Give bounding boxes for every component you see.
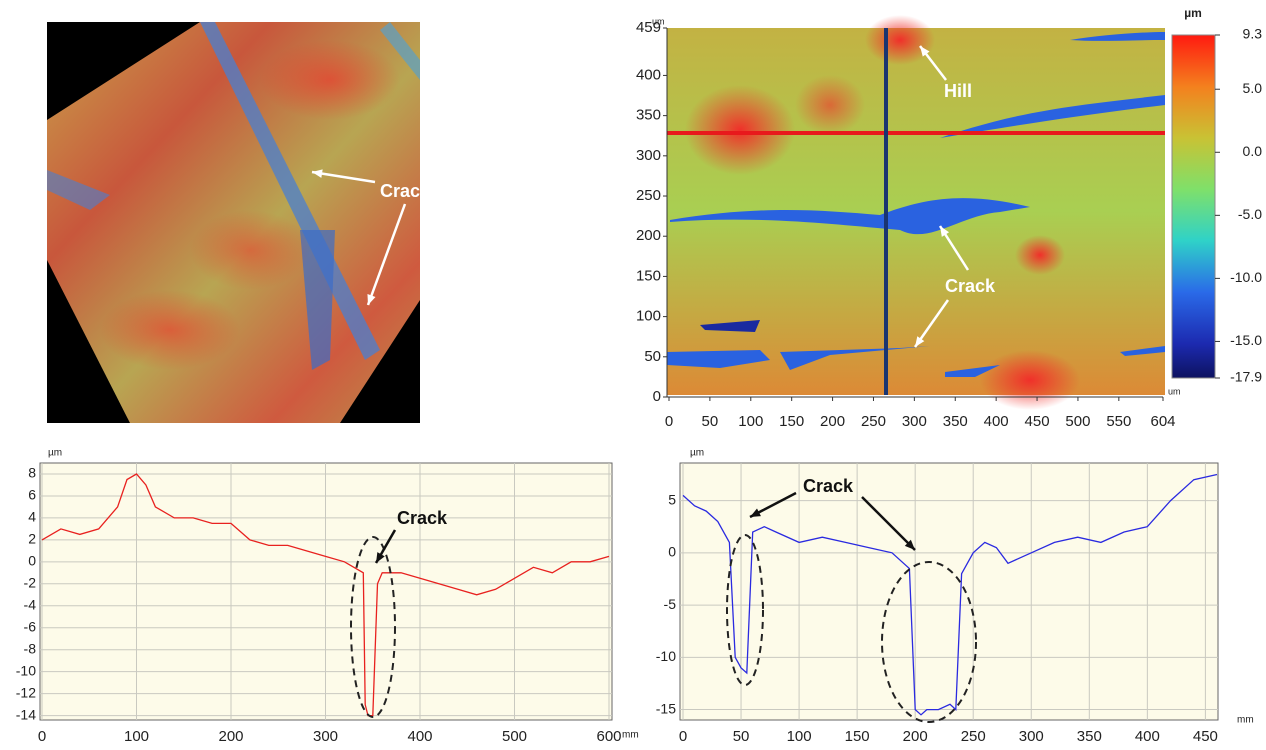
y-tick-label: 8 bbox=[28, 465, 36, 481]
x-tick-label: 100 bbox=[124, 728, 149, 745]
x-tick-label: 500 bbox=[502, 728, 527, 745]
colorbar-tick-label: -15.0 bbox=[1230, 332, 1262, 348]
arrow-head bbox=[904, 539, 915, 550]
y-tick-label: -10 bbox=[16, 662, 36, 678]
y-tick-label: -5 bbox=[664, 596, 677, 612]
x-unit: mm bbox=[1237, 715, 1254, 726]
arrow bbox=[311, 170, 376, 184]
arrow-head bbox=[940, 226, 950, 237]
y-tick-label: 2 bbox=[28, 531, 36, 547]
y-tick-label: 0 bbox=[28, 553, 36, 569]
x-tick-label: 200 bbox=[218, 728, 243, 745]
x-tick-label: 300 bbox=[902, 413, 927, 430]
y-tick-label: -2 bbox=[24, 575, 37, 591]
colorbar-tick-label: 0.0 bbox=[1243, 143, 1263, 159]
profile-line bbox=[41, 473, 610, 717]
x-tick-label: 400 bbox=[407, 728, 432, 745]
y-tick-label: 459 bbox=[636, 19, 661, 36]
colorbar-tick-label: -10.0 bbox=[1230, 269, 1262, 285]
x-tick-label: 50 bbox=[702, 413, 719, 430]
annotation: Crack bbox=[945, 276, 996, 296]
x-unit: um bbox=[1168, 386, 1181, 396]
x-tick-label: 200 bbox=[903, 728, 928, 745]
y-tick-label: 50 bbox=[644, 348, 661, 365]
crack-outline bbox=[350, 536, 396, 718]
colorbar-tick-label: -5.0 bbox=[1238, 206, 1262, 222]
x-tick-label: 0 bbox=[679, 728, 687, 745]
arrow bbox=[366, 203, 407, 306]
y-tick-label: 5 bbox=[668, 491, 676, 507]
y-tick-label: 300 bbox=[636, 147, 661, 164]
y-tick-label: 200 bbox=[636, 227, 661, 244]
y-tick-label: 0 bbox=[668, 544, 676, 560]
y-tick-label: -15 bbox=[656, 700, 676, 716]
colorbar-tick-label: 9.3 bbox=[1243, 26, 1263, 42]
x-unit: mm bbox=[622, 730, 639, 741]
colorbar-tick-label: 5.0 bbox=[1243, 80, 1263, 96]
arrow-head bbox=[367, 294, 376, 305]
arrow-head bbox=[750, 508, 761, 517]
y-tick-label: 0 bbox=[653, 388, 661, 405]
height-map-image bbox=[667, 15, 1216, 410]
x-tick-label: 450 bbox=[1025, 413, 1050, 430]
y-tick-label: -6 bbox=[24, 618, 37, 634]
x-tick-label: 600 bbox=[596, 728, 621, 745]
x-tick-label: 100 bbox=[738, 413, 763, 430]
x-tick-label: 150 bbox=[845, 728, 870, 745]
crack-outline bbox=[881, 561, 977, 723]
x-tick-label: 250 bbox=[961, 728, 986, 745]
y-tick-label: 150 bbox=[636, 267, 661, 284]
arrow-head bbox=[312, 169, 323, 178]
x-tick-label: 500 bbox=[1065, 413, 1090, 430]
x-tick-label: 300 bbox=[313, 728, 338, 745]
x-tick-label: 350 bbox=[943, 413, 968, 430]
x-tick-label: 550 bbox=[1106, 413, 1131, 430]
annotation: Crack bbox=[397, 508, 448, 528]
crack-outline bbox=[726, 534, 764, 686]
colorbar-label: µm bbox=[1184, 6, 1202, 20]
x-tick-label: 150 bbox=[779, 413, 804, 430]
x-tick-label: 400 bbox=[1135, 728, 1160, 745]
arrow-head bbox=[920, 46, 930, 57]
x-tick-label: 0 bbox=[665, 413, 673, 430]
x-tick-label: 250 bbox=[861, 413, 886, 430]
y-unit: um bbox=[652, 16, 665, 26]
arrow-head bbox=[915, 336, 925, 347]
y-tick-label: 350 bbox=[636, 107, 661, 124]
y-tick-label: 250 bbox=[636, 187, 661, 204]
y-tick-label: -10 bbox=[656, 648, 676, 664]
y-tick-label: 100 bbox=[636, 308, 661, 325]
y-tick-label: 400 bbox=[636, 66, 661, 83]
y-unit: µm bbox=[690, 448, 704, 459]
annotation: Crack bbox=[803, 476, 854, 496]
arrow bbox=[861, 496, 916, 551]
plot-area bbox=[679, 462, 1219, 721]
y-unit: µm bbox=[48, 448, 62, 459]
y-tick-label: -12 bbox=[16, 684, 36, 700]
y-tick-label: -8 bbox=[24, 640, 37, 656]
x-tick-label: 604 bbox=[1150, 413, 1175, 430]
y-tick-label: -4 bbox=[24, 596, 37, 612]
arrow-head bbox=[376, 552, 385, 563]
colorbar-tick-label: -17.9 bbox=[1230, 369, 1262, 385]
annotation: Hill bbox=[944, 81, 972, 101]
profile-line bbox=[682, 473, 1218, 716]
x-tick-label: 200 bbox=[820, 413, 845, 430]
y-tick-label: 4 bbox=[28, 509, 36, 525]
x-tick-label: 100 bbox=[787, 728, 812, 745]
x-tick-label: 0 bbox=[38, 728, 46, 745]
annotation: Crack bbox=[380, 181, 431, 201]
x-tick-label: 400 bbox=[984, 413, 1009, 430]
x-tick-label: 300 bbox=[1019, 728, 1044, 745]
x-tick-label: 350 bbox=[1077, 728, 1102, 745]
surface-image bbox=[47, 22, 420, 423]
x-tick-label: 50 bbox=[733, 728, 750, 745]
y-tick-label: 6 bbox=[28, 487, 36, 503]
x-tick-label: 450 bbox=[1193, 728, 1218, 745]
y-tick-label: -14 bbox=[16, 706, 36, 722]
